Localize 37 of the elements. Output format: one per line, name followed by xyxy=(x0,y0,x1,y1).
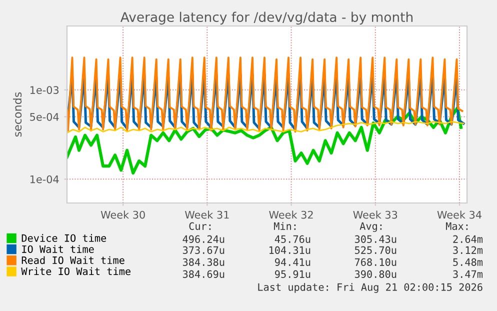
text: Avg: xyxy=(360,222,382,232)
text: Max: xyxy=(446,222,468,230)
text: 94.41u xyxy=(275,258,310,266)
y-tick-label: 1e-04 xyxy=(30,175,59,184)
text: 525.70u xyxy=(354,246,396,254)
chart-title: Average latency for /dev/vg/data - by month xyxy=(120,12,413,25)
text: 384.38u xyxy=(182,258,224,266)
text: 104.31u xyxy=(269,246,310,254)
text: 3.47m xyxy=(453,270,483,278)
line-series xyxy=(67,56,464,133)
text: Last update: Fri Aug 21 02:00:15 2026 xyxy=(258,283,482,293)
x-tick-label: Week 33 xyxy=(353,210,398,219)
text: 384.69u xyxy=(182,270,224,278)
text: 768.10u xyxy=(354,258,396,266)
x-tick-label: Week 34 xyxy=(437,210,482,219)
text: 3.12m xyxy=(453,246,483,254)
text: 95.91u xyxy=(275,270,310,278)
text: 45.76u xyxy=(274,235,310,243)
y-tick-label: 1e-03 xyxy=(30,86,59,94)
text: Cur: xyxy=(189,222,211,230)
line-series xyxy=(67,121,464,134)
text: Min: xyxy=(274,222,296,230)
text: 2.64m xyxy=(453,235,483,243)
x-tick-label: Week 30 xyxy=(100,210,145,219)
text: 496.24u xyxy=(182,235,224,243)
legend-label: Device IO time xyxy=(22,234,106,242)
legend-label: IO Wait time xyxy=(22,245,94,253)
x-tick-label: Week 31 xyxy=(184,210,229,219)
y-tick-label: 5e-04 xyxy=(30,112,59,121)
legend-label: Read IO Wait time xyxy=(22,256,124,264)
text: 5.48m xyxy=(453,258,483,266)
legend-label: Write IO Wait time xyxy=(21,267,130,276)
text: 390.80u xyxy=(354,270,396,278)
y-axis-title: seconds xyxy=(13,92,22,137)
text: 373.67u xyxy=(182,246,224,254)
text: 305.43u xyxy=(354,235,396,243)
x-tick-label: Week 32 xyxy=(269,210,313,219)
